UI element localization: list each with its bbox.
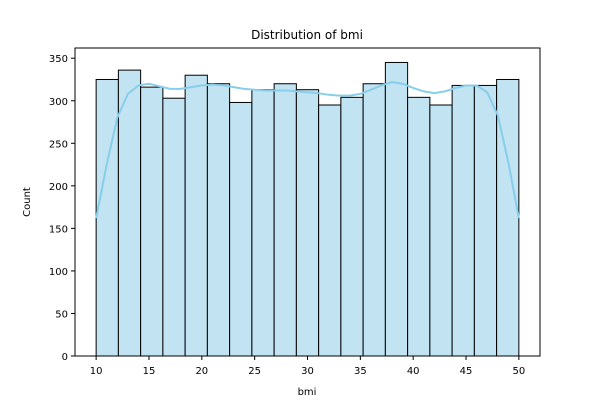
y-tick-label: 200 [49, 182, 68, 193]
histogram-bar [117, 69, 142, 357]
histogram-bar [318, 104, 342, 357]
x-tick-label: 40 [407, 366, 420, 377]
histogram-bar [473, 84, 498, 357]
histogram-bar [162, 97, 186, 357]
histogram-bar [295, 89, 320, 357]
x-tick-label: 10 [90, 366, 103, 377]
histogram-bar [429, 104, 453, 357]
y-tick-label: 300 [49, 97, 68, 108]
histogram-bar [273, 83, 297, 357]
histogram-bar [340, 96, 364, 357]
histogram-bar [229, 101, 253, 357]
x-tick-label: 30 [301, 366, 314, 377]
y-tick-label: 250 [49, 139, 68, 150]
histogram-bar [140, 86, 164, 357]
y-axis-label: Count [22, 187, 33, 217]
histogram-bar [451, 84, 475, 357]
x-tick-label: 45 [460, 366, 473, 377]
histogram-bar [95, 78, 119, 357]
y-tick-label: 350 [49, 54, 68, 65]
x-tick-label: 15 [143, 366, 156, 377]
x-tick-label: 35 [354, 366, 367, 377]
kde-curve [95, 81, 520, 219]
y-tick-label: 0 [62, 352, 68, 363]
histogram-bar [362, 83, 386, 357]
histogram-bar [251, 89, 275, 357]
x-tick-label: 50 [512, 366, 525, 377]
y-tick-label: 100 [49, 267, 68, 278]
x-axis-label: bmi [298, 387, 317, 398]
histogram-bars [95, 61, 520, 357]
histogram-bar [184, 74, 208, 357]
y-axis-ticks: 0 50 100 150 200 250 300 350 [49, 54, 75, 363]
x-tick-label: 25 [248, 366, 261, 377]
histogram-bar [384, 61, 409, 357]
x-axis-ticks: 10 15 20 25 30 35 40 45 50 [90, 356, 525, 377]
histogram-bar [206, 83, 231, 357]
y-tick-label: 50 [55, 309, 68, 320]
chart-title: Distribution of bmi [251, 28, 363, 42]
x-tick-label: 20 [195, 366, 208, 377]
histogram-bar [407, 96, 431, 357]
y-tick-label: 150 [49, 224, 68, 235]
